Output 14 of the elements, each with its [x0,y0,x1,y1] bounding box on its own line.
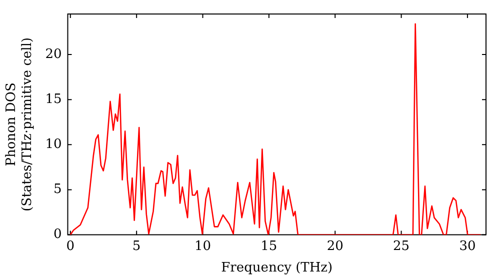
x-tick-label: 5 [132,238,141,254]
y-tick-label: 15 [45,92,62,107]
x-axis-title: Frequency (THz) [221,260,333,276]
y-axis-title: Phonon DOS (States/THz·primitive cell) [4,37,35,212]
x-tick-label: 25 [393,238,410,254]
y-tick-label: 5 [53,182,62,198]
y-tick-label: 10 [45,137,62,152]
y-tick-label: 20 [45,46,62,62]
x-tick-label: 20 [326,238,344,254]
x-tick-label: 15 [260,238,278,254]
x-tick-label: 30 [459,238,476,254]
y-tick-label: 0 [53,227,62,242]
x-tick-label: 10 [194,238,212,254]
x-tick-label: 0 [66,238,75,254]
